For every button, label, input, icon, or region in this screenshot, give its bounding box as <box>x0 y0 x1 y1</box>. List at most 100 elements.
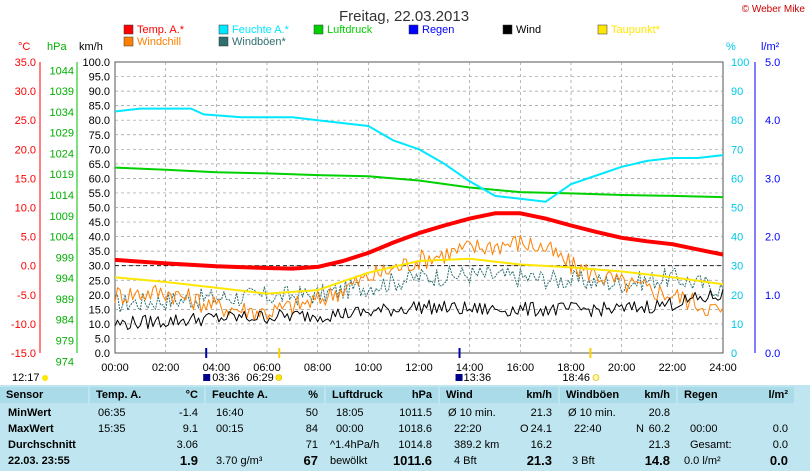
series-line-luftdruck <box>114 166 724 199</box>
series-line-temp-a <box>114 211 724 271</box>
wind-max-time: 22:20 <box>454 423 482 435</box>
gust-column: Windböen km/h Ø 10 min. 20.8 22:40 N 60.… <box>560 385 676 471</box>
rain-total-value: 0.0 <box>772 439 788 451</box>
legend-label: Wind <box>516 24 541 36</box>
rain-tick-label: 1.0 <box>765 290 780 302</box>
gust-header: Windböen <box>566 389 620 401</box>
temp-tick-label: -15.0 <box>11 348 36 360</box>
wind-tick-label: 40.0 <box>89 232 110 244</box>
x-tick-label: 12:00 <box>405 362 433 374</box>
humidity-tick-label: 100 <box>731 57 749 69</box>
chart-title: Freitag, 22.03.2013 <box>339 8 469 25</box>
x-tick-label: 10:00 <box>355 362 383 374</box>
wind-tick-label: 0.0 <box>95 348 110 360</box>
temp-column: Temp. A. °C 06:35 -1.4 15:35 9.1 3.06 1.… <box>90 385 204 471</box>
humidity-min-value: 50 <box>305 407 318 419</box>
temp-min-value: -1.4 <box>179 407 198 419</box>
wind-tick-label: 90.0 <box>89 86 110 98</box>
temp-tick-label: 25.0 <box>15 115 36 127</box>
wind-tick-label: 15.0 <box>89 304 110 316</box>
series-line-taupunkt <box>114 257 724 295</box>
current-label: 22.03. 23:55 <box>8 455 70 467</box>
rain-column: Regen l/m² 00:00 0.0 Gesamt: 0.0 0.0 l/m… <box>678 385 794 471</box>
wind-tick-label: 100.0 <box>82 57 110 69</box>
pressure-avg-value: 1014.8 <box>398 439 432 451</box>
x-tick-label: 22:00 <box>659 362 687 374</box>
sun-icon <box>592 374 600 381</box>
wind-tick-label: 65.0 <box>89 159 110 171</box>
humidity-tick-label: 0 <box>731 348 737 360</box>
temp-unit-label: °C <box>18 41 30 53</box>
wind-tick-label: 10.0 <box>89 319 110 331</box>
sensor-header: Sensor <box>6 389 44 401</box>
humidity-max-value: 84 <box>305 423 318 435</box>
temp-tick-label: 0.0 <box>21 261 36 273</box>
pressure-tick-label: 999 <box>56 252 74 264</box>
rain-max-time: 00:00 <box>690 423 718 435</box>
pressure-tick-label: 1014 <box>50 190 74 202</box>
wind-column: Wind km/h Ø 10 min. 21.3 22:20 O 24.1 38… <box>440 385 558 471</box>
temp-min-time: 06:35 <box>98 407 126 419</box>
pressure-tick-label: 1009 <box>50 211 74 223</box>
gust-current-value: 14.8 <box>644 453 670 468</box>
legend-swatch <box>597 24 608 35</box>
temp-current-value: 1.9 <box>179 453 198 468</box>
legend-label: Taupunkt* <box>611 24 661 36</box>
wind-tick-label: 20.0 <box>89 290 110 302</box>
humidity-tick-label: 50 <box>731 203 743 215</box>
pressure-max-value: 1018.6 <box>398 423 432 435</box>
wind-tick-label: 80.0 <box>89 115 110 127</box>
plot-area <box>114 107 724 330</box>
wind-max-direction: O <box>520 423 529 435</box>
humidity-min-time: 16:40 <box>216 407 244 419</box>
min-label: MinWert <box>8 407 52 419</box>
absolute-humidity: 3.70 g/m³ <box>216 455 263 467</box>
wind-tick-label: 95.0 <box>89 72 110 84</box>
rain-tick-label: 2.0 <box>765 232 780 244</box>
wind-tick-label: 5.0 <box>95 333 110 345</box>
temp-avg-value: 3.06 <box>176 439 198 451</box>
x-tick-label: 00:00 <box>101 362 129 374</box>
humidity-unit-label: % <box>726 41 736 53</box>
legend: Temp. A.* Feuchte A.* Luftdruck Regen Wind Ta… <box>123 24 661 48</box>
temp-tick-label: 35.0 <box>15 57 36 69</box>
legend-swatch <box>313 24 324 35</box>
legend-label: Windböen* <box>232 36 287 48</box>
gust-max-value: 60.2 <box>648 423 670 435</box>
x-tick-label: 02:00 <box>152 362 180 374</box>
wind-avg-value: 16.2 <box>530 439 552 451</box>
pressure-tick-label: 994 <box>56 273 74 285</box>
x-tick-label: 04:00 <box>203 362 231 374</box>
sun-icon <box>275 374 283 381</box>
wind-tick-label: 50.0 <box>89 203 110 215</box>
humidity-header: Feuchte A. <box>212 389 268 401</box>
gust-avg10-value: 20.8 <box>648 407 670 419</box>
rain-tick-label: 4.0 <box>765 115 780 127</box>
wind-run: 389.2 km <box>454 439 500 451</box>
moonrise-label: 03:36 <box>212 372 240 384</box>
sunrise-label: 06:29 <box>246 372 274 384</box>
rain-tick-label: 0.0 <box>765 348 780 360</box>
legend-swatch <box>502 24 513 35</box>
humidity-tick-label: 60 <box>731 173 743 185</box>
wind-tick-label: 35.0 <box>89 246 110 258</box>
humidity-tick-label: 80 <box>731 115 743 127</box>
humidity-tick-label: 40 <box>731 232 743 244</box>
legend-label: Windchill <box>137 36 181 48</box>
x-tick-label: 24:00 <box>709 362 737 374</box>
x-tick-label: 08:00 <box>304 362 332 374</box>
sensor-column: Sensor MinWert MaxWert Durchschnitt 22.0… <box>0 385 88 471</box>
wind-tick-label: 70.0 <box>89 144 110 156</box>
pressure-unit: hPa <box>411 389 432 401</box>
copyright-label: © Weber Mike <box>742 4 806 15</box>
humidity-tick-label: 30 <box>731 261 743 273</box>
rain-total-label: Gesamt: <box>690 439 732 451</box>
temp-header: Temp. A. <box>96 389 142 401</box>
humidity-tick-label: 20 <box>731 290 743 302</box>
legend-label: Feuchte A.* <box>232 24 290 36</box>
gust-max-time: 22:40 <box>574 423 602 435</box>
wind-tick-label: 25.0 <box>89 275 110 287</box>
current-time-label: 12:17 <box>12 372 40 384</box>
pressure-tick-label: 1019 <box>50 169 74 181</box>
x-tick-label: 06:00 <box>253 362 281 374</box>
